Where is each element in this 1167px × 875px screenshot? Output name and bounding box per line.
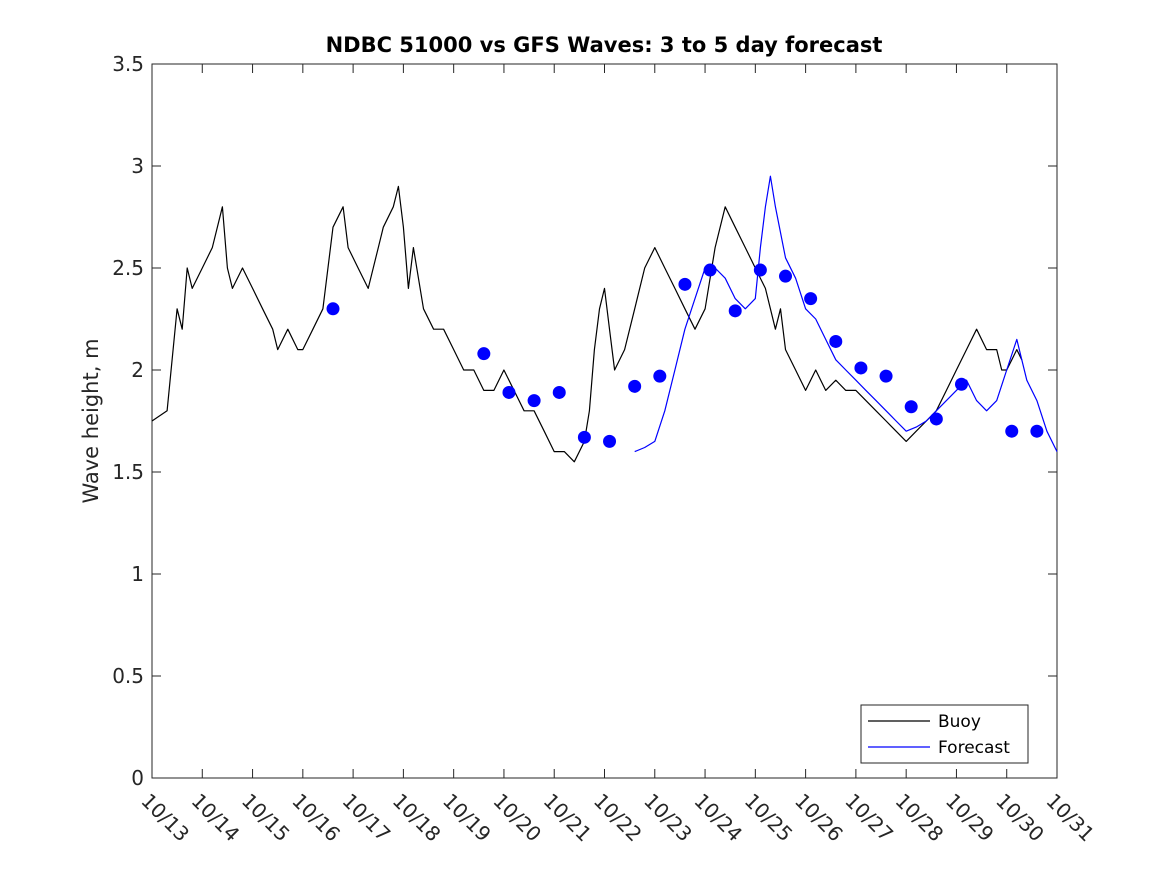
forecast-point — [326, 302, 340, 316]
forecast-point — [477, 347, 491, 361]
forecast-point — [779, 269, 792, 283]
forecast-point — [628, 379, 642, 393]
forecast-point — [1030, 424, 1044, 438]
forecast-point — [904, 400, 918, 414]
series-buoy-line — [151, 185, 1023, 463]
forecast-point — [753, 263, 767, 277]
y-axis: 0 0.5 1 1.5 2 2.5 3 3.5 — [112, 52, 1057, 790]
forecast-point — [603, 434, 617, 448]
series-layer — [151, 175, 1058, 463]
y-tick-label: 0 — [131, 766, 144, 790]
forecast-point — [527, 394, 541, 408]
forecast-point — [929, 412, 943, 426]
forecast-point — [653, 369, 667, 383]
y-tick-label: 3.5 — [112, 52, 144, 76]
forecast-point — [829, 334, 843, 348]
chart-title: NDBC 51000 vs GFS Waves: 3 to 5 day fore… — [326, 33, 883, 57]
forecast-point — [854, 361, 868, 375]
forecast-point — [954, 377, 968, 391]
y-axis-label: Wave height, m — [79, 338, 103, 503]
y-tick-label: 2.5 — [112, 256, 144, 280]
y-tick-label: 1 — [131, 562, 144, 586]
y-tick-label: 3 — [131, 154, 144, 178]
y-tick-label: 2 — [131, 358, 144, 382]
forecast-point — [879, 369, 893, 383]
y-tick-label: 0.5 — [112, 664, 144, 688]
forecast-point — [678, 277, 692, 291]
forecast-point — [728, 304, 742, 318]
forecast-point — [703, 263, 717, 277]
forecast-point — [577, 430, 591, 444]
forecast-point — [804, 292, 818, 306]
legend-box — [860, 704, 1029, 764]
legend-buoy-label: Buoy — [938, 712, 981, 732]
y-tick-label: 1.5 — [112, 460, 144, 484]
plot-area — [151, 63, 1058, 779]
legend: Buoy Forecast — [860, 704, 1029, 764]
forecast-point — [502, 385, 516, 399]
forecast-point — [552, 385, 566, 399]
forecast-point — [1005, 424, 1019, 438]
legend-forecast-label: Forecast — [938, 738, 1010, 758]
